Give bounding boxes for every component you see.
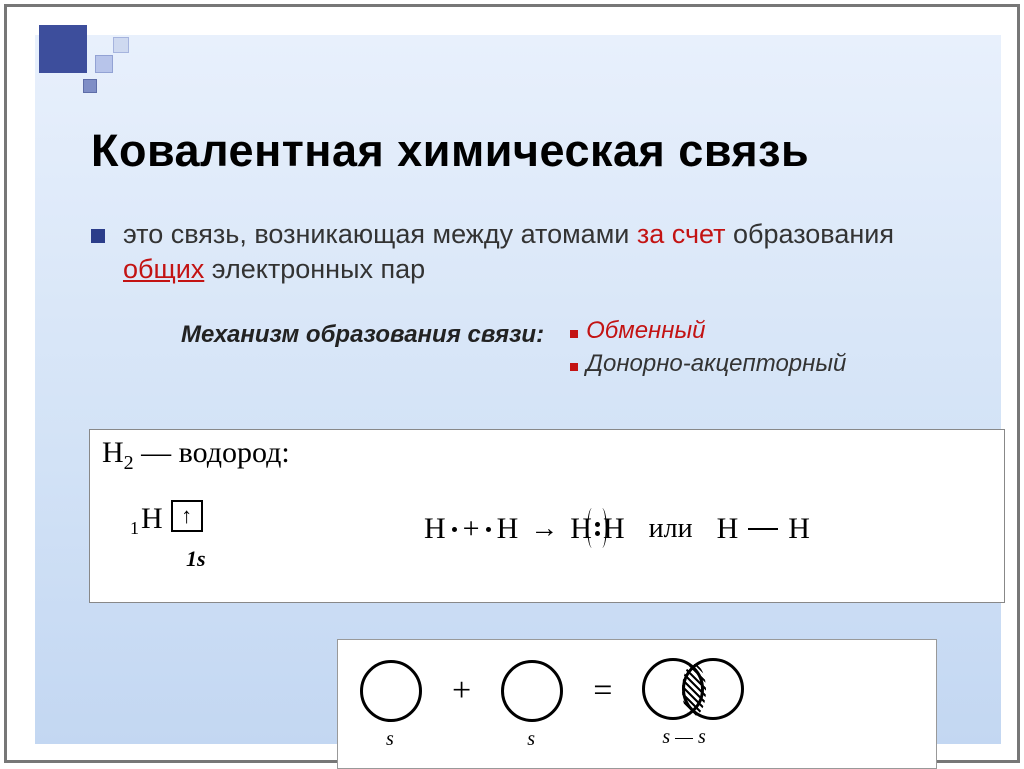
atom-h: H (497, 512, 519, 546)
mechanism-list: Обменный Донорно-акцепторный (570, 315, 846, 380)
circle-icon (682, 658, 744, 720)
definition-part-red: за счет (637, 219, 733, 249)
s-orbital: s (501, 660, 563, 722)
mechanism-label: Механизм образования связи: (181, 321, 544, 349)
bond-line-icon (748, 528, 778, 530)
definition-part: образования (733, 219, 894, 249)
mechanism-item: Обменный (570, 315, 846, 347)
definition-row: это связь, возникающая между атомами за … (91, 217, 971, 287)
h-word: водород: (179, 436, 290, 469)
definition-part: электронных пар (204, 254, 425, 284)
h-subscript: 2 (124, 452, 134, 474)
definition-part: это связь, возникающая между атомами (123, 219, 637, 249)
mechanism-row: Механизм образования связи: Обменный Дон… (181, 315, 971, 380)
orbital-ss-label: s — s (662, 726, 705, 749)
bullet-icon (570, 363, 578, 371)
bond-formula: H + H → H H или H H (424, 512, 810, 546)
bullet-icon (91, 229, 105, 243)
electron-dot-icon (452, 527, 457, 532)
bullet-icon (570, 330, 578, 338)
circle-icon (501, 660, 563, 722)
reaction-arrow-icon: → (530, 513, 558, 545)
atomic-number: 1 (130, 518, 139, 539)
element-symbol: H (141, 502, 163, 536)
definition-part-red-underline: общих (123, 254, 204, 284)
orbital-overlap-box: s + s = s — s (337, 639, 937, 769)
hydrogen-header: H2 — водород: (102, 436, 290, 475)
orbital-box: ↑ (171, 500, 203, 532)
overlapping-orbitals: s — s (642, 658, 748, 724)
plus-sign: + (463, 512, 480, 546)
orbital-s-label: s (527, 728, 535, 751)
hydrogen-diagram-box: H2 — водород: 1 H ↑ 1s H + H → H (89, 429, 1005, 603)
orbital-overlap-row: s + s = s — s (360, 658, 748, 724)
electron-dot-icon (486, 527, 491, 532)
definition-text: это связь, возникающая между атомами за … (123, 217, 943, 287)
equals-sign: = (593, 672, 612, 710)
h-dash: — (134, 436, 179, 469)
orbital-row: 1 H ↑ (130, 502, 203, 539)
circle-icon (360, 660, 422, 722)
atom-h: H (717, 512, 739, 546)
content-area: Ковалентная химическая связь это связь, … (35, 35, 1001, 380)
electron-arrow-icon: ↑ (181, 503, 192, 529)
orbital-label: 1s (186, 546, 206, 572)
orbital-s-label: s (386, 728, 394, 751)
h-symbol: H (102, 436, 124, 469)
shared-pair: H H (570, 512, 624, 546)
s-orbital: s (360, 660, 422, 722)
plus-sign: + (452, 672, 471, 710)
slide-frame: Ковалентная химическая связь это связь, … (4, 4, 1020, 763)
mechanism-item: Донорно-акцепторный (570, 348, 846, 380)
arc-icon (587, 508, 597, 548)
slide-title: Ковалентная химическая связь (91, 125, 971, 177)
atom-h: H (788, 512, 810, 546)
slide-background: Ковалентная химическая связь это связь, … (35, 35, 1001, 744)
atom-h: H (424, 512, 446, 546)
or-label: или (649, 513, 693, 545)
